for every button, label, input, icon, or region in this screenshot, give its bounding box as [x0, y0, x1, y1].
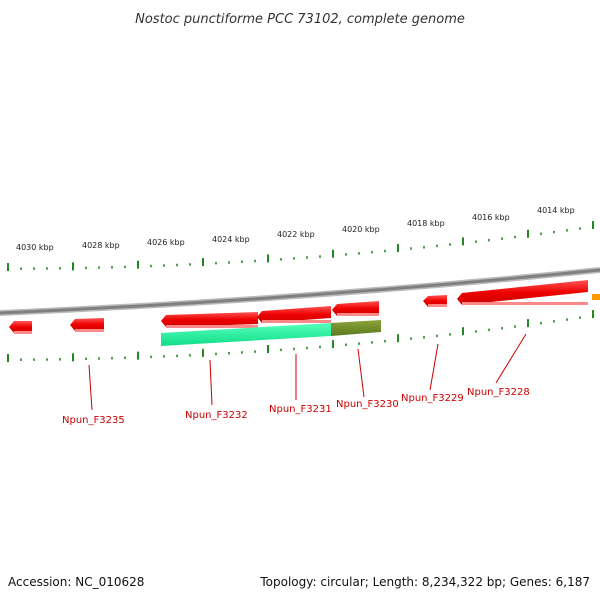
gene-label[interactable]: Npun_F3229 [401, 393, 464, 404]
gene-track [9, 280, 600, 334]
gene-labels: Npun_F3235 Npun_F3232 Npun_F3231 Npun_F3… [62, 387, 530, 426]
gene-arrow[interactable] [161, 312, 258, 327]
gene-label[interactable]: Npun_F3231 [269, 404, 332, 415]
gene-label[interactable]: Npun_F3230 [336, 399, 399, 410]
genome-backbone [0, 267, 600, 316]
scale-label: 4022 kbp [277, 230, 315, 239]
scale-label: 4030 kbp [16, 243, 54, 252]
feature-orange[interactable] [592, 294, 600, 300]
gene-arrow[interactable] [457, 280, 588, 305]
scale-label: 4014 kbp [537, 206, 575, 215]
outer-scale-ticks [7, 220, 594, 271]
scale-label: 4024 kbp [212, 235, 250, 244]
feature-olive-bar[interactable] [331, 320, 381, 336]
feature-green-bar[interactable] [161, 323, 331, 346]
gene-arrow[interactable] [9, 321, 32, 333]
scale-label: 4026 kbp [147, 238, 185, 247]
scale-label: 4020 kbp [342, 225, 380, 234]
gene-label[interactable]: Npun_F3232 [185, 410, 248, 421]
accession-text: Accession: NC_010628 [8, 575, 144, 589]
gene-arrow[interactable] [257, 306, 331, 323]
label-leader-lines [88, 333, 527, 411]
gene-arrow[interactable] [70, 318, 104, 331]
genome-summary-text: Topology: circular; Length: 8,234,322 bp… [259, 575, 590, 589]
gene-arrow[interactable] [332, 301, 379, 316]
map-title: Nostoc punctiforme PCC 73102, complete g… [135, 12, 465, 27]
feature-track [161, 320, 381, 346]
scale-label: 4028 kbp [82, 241, 120, 250]
scale-label: 4018 kbp [407, 219, 445, 228]
gene-label[interactable]: Npun_F3235 [62, 415, 125, 426]
gene-label[interactable]: Npun_F3228 [467, 387, 530, 398]
inner-scale-ticks [7, 310, 594, 362]
scale-label: 4016 kbp [472, 213, 510, 222]
scale-labels: 4030 kbp 4028 kbp 4026 kbp 4024 kbp 4022… [16, 206, 575, 252]
